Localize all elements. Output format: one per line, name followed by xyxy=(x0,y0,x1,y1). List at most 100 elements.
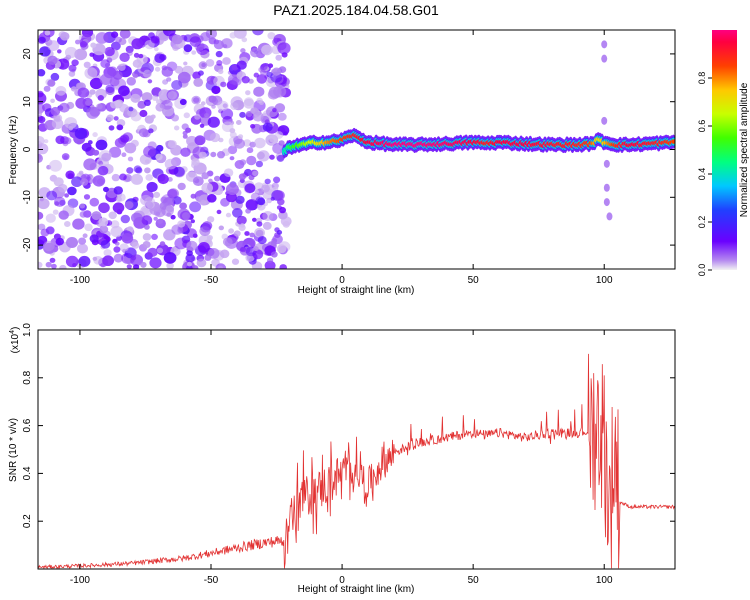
colorbar-tick-label: 0.2 xyxy=(697,216,707,229)
noise-blob xyxy=(126,77,136,86)
noise-blob xyxy=(78,237,87,245)
noise-blob xyxy=(133,264,140,269)
noise-blob xyxy=(186,240,198,251)
snr-x-axis-label: Height of straight line (km) xyxy=(298,584,415,595)
noise-blob xyxy=(91,211,102,221)
noise-blob xyxy=(196,43,209,55)
noise-blob xyxy=(187,261,192,267)
noise-blob xyxy=(277,112,287,121)
noise-blob xyxy=(253,86,265,97)
noise-blob xyxy=(266,106,278,118)
noise-blob xyxy=(145,174,153,181)
noise-blob xyxy=(218,137,224,143)
noise-blob xyxy=(177,182,186,191)
noise-blob xyxy=(201,172,209,180)
noise-blob xyxy=(38,110,43,117)
y-tick-label: 20 xyxy=(22,48,33,60)
noise-blob xyxy=(95,32,109,44)
noise-blob xyxy=(67,186,77,196)
noise-blob xyxy=(151,233,158,240)
noise-blob xyxy=(113,116,119,121)
noise-blob xyxy=(181,212,191,220)
noise-blob xyxy=(38,143,49,155)
noise-blob xyxy=(68,64,77,73)
noise-blob xyxy=(260,63,268,71)
noise-blob xyxy=(141,215,153,226)
noise-blob xyxy=(143,99,151,107)
noise-blob xyxy=(272,67,281,76)
noise-blob xyxy=(236,120,242,125)
noise-blob xyxy=(126,167,134,174)
noise-blob xyxy=(262,211,274,221)
noise-blob xyxy=(156,144,164,152)
colorbar-gradient xyxy=(712,30,737,270)
noise-blob xyxy=(214,175,221,182)
noise-blob xyxy=(257,197,266,206)
x-tick-label: 0 xyxy=(339,575,345,586)
noise-blob xyxy=(141,92,153,102)
noise-blob xyxy=(85,99,92,106)
noise-blob xyxy=(252,111,264,122)
noise-blob xyxy=(142,233,152,241)
noise-blob xyxy=(198,151,207,159)
noise-blob xyxy=(241,76,250,84)
noise-blob xyxy=(146,181,158,193)
noise-blob xyxy=(78,255,91,267)
noise-blob xyxy=(220,108,234,120)
noise-blob xyxy=(79,211,87,218)
noise-blob xyxy=(109,146,122,158)
noise-blob xyxy=(216,209,222,215)
noise-blob xyxy=(190,219,195,224)
noise-blob xyxy=(55,85,67,96)
noise-blob xyxy=(64,221,71,227)
noise-blob xyxy=(47,55,58,65)
noise-blob xyxy=(82,233,88,238)
noise-blob xyxy=(115,36,122,43)
noise-blob xyxy=(156,99,162,105)
noise-blob xyxy=(119,52,130,62)
x-tick-label: -100 xyxy=(70,575,90,586)
noise-blob xyxy=(155,103,165,112)
noise-blob xyxy=(210,151,217,158)
noise-blob xyxy=(50,98,55,104)
noise-blob xyxy=(47,40,60,51)
noise-blob xyxy=(232,208,243,218)
noise-blob xyxy=(257,236,267,245)
noise-blob xyxy=(267,257,274,264)
noise-blob xyxy=(167,189,178,199)
noise-blob xyxy=(159,241,166,247)
noise-blob xyxy=(64,46,78,59)
noise-blob xyxy=(171,80,183,90)
noise-blob xyxy=(249,232,255,238)
noise-blob xyxy=(237,134,244,140)
noise-blob xyxy=(38,154,42,160)
noise-blob xyxy=(183,44,193,53)
noise-blob xyxy=(124,201,134,210)
x-tick-label: 50 xyxy=(468,275,480,286)
noise-blob xyxy=(97,165,109,176)
noise-blob xyxy=(205,59,215,67)
noise-blob xyxy=(71,59,79,66)
noise-blob xyxy=(186,265,193,269)
noise-blob xyxy=(63,137,72,145)
noise-blob xyxy=(142,69,152,78)
noise-blob xyxy=(114,241,120,246)
noise-blob xyxy=(75,39,81,45)
noise-blob xyxy=(80,178,89,186)
noise-blob xyxy=(171,34,183,45)
noise-blob xyxy=(166,262,174,269)
noise-blob xyxy=(153,191,161,198)
noise-blob xyxy=(45,261,52,268)
noise-blob xyxy=(262,221,272,230)
noise-blob xyxy=(147,247,158,257)
noise-blob xyxy=(65,255,79,268)
noise-blob xyxy=(167,140,177,149)
noise-blob xyxy=(90,42,97,48)
noise-blob xyxy=(119,173,127,181)
noise-blob xyxy=(182,134,188,139)
x-tick-label: -100 xyxy=(70,275,90,286)
noise-blob xyxy=(603,159,610,168)
figure-title: PAZ1.2025.184.04.58.G01 xyxy=(273,2,439,18)
noise-blob xyxy=(201,182,213,194)
noise-blob xyxy=(40,228,50,237)
